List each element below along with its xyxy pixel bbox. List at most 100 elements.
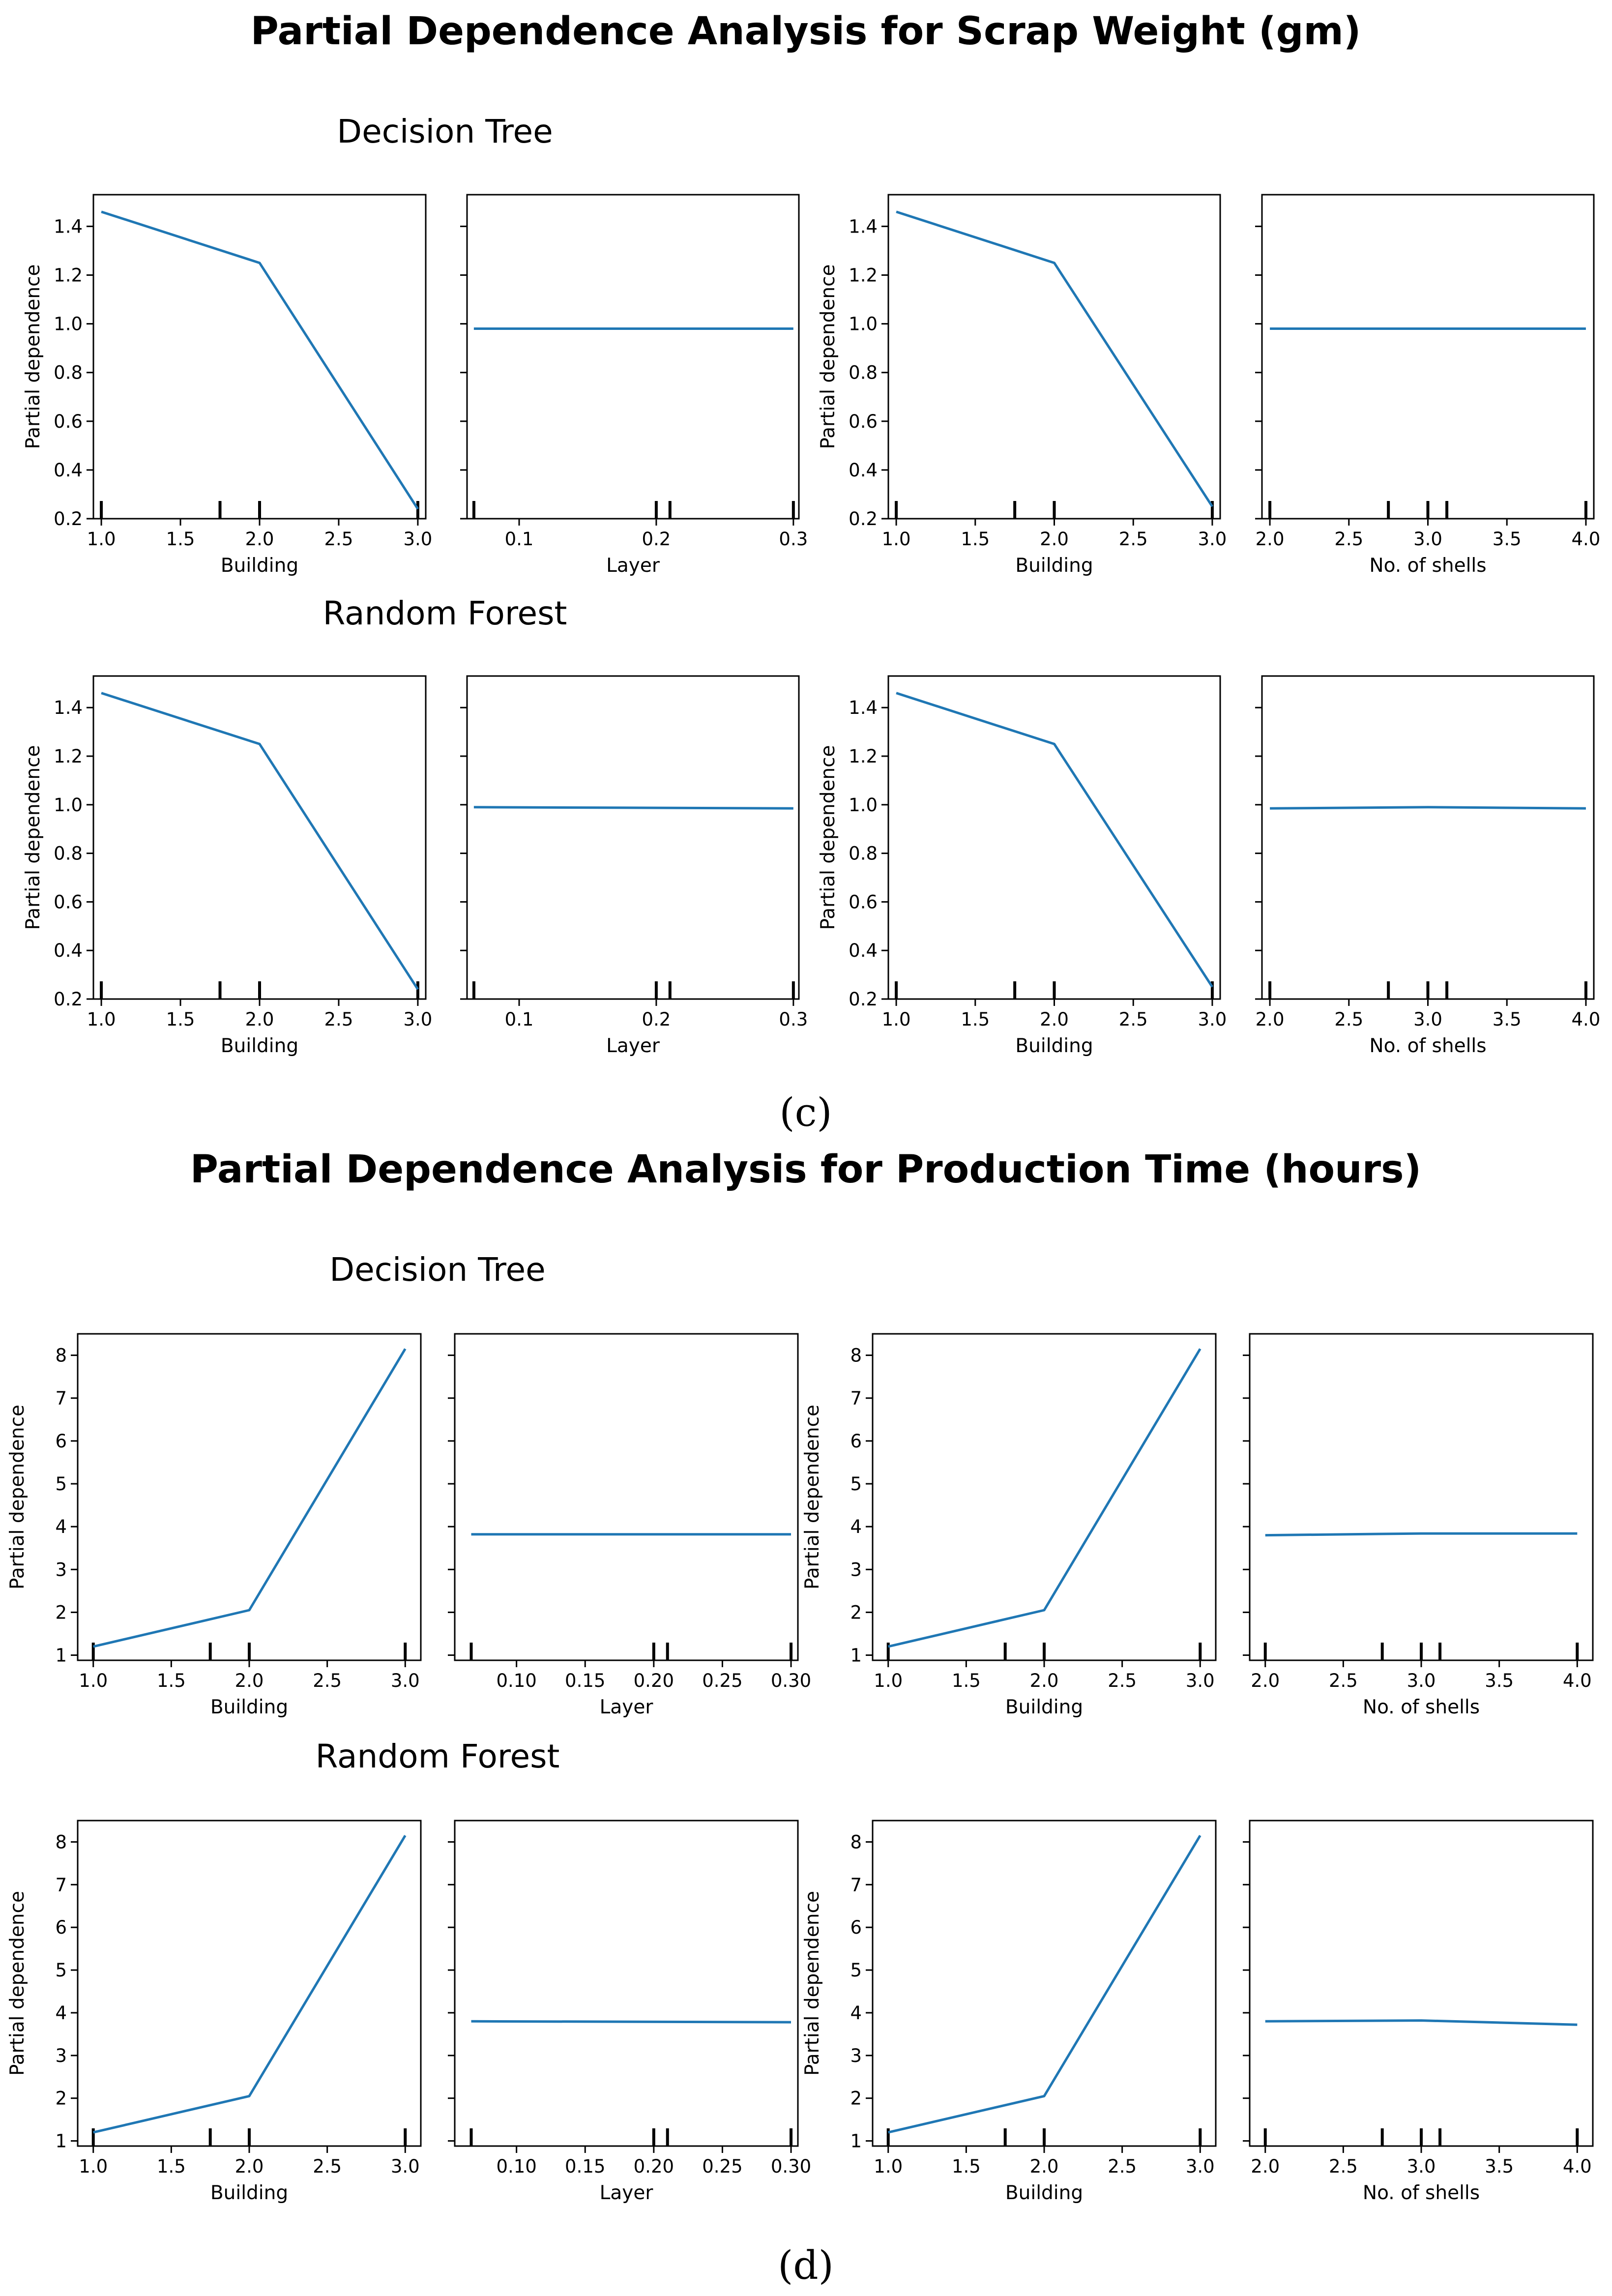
y-tick-label: 1.2 xyxy=(849,746,878,767)
y-tick-label: 0.6 xyxy=(849,891,878,913)
x-tick-label: 3.0 xyxy=(1198,529,1227,550)
y-tick-label: 0.8 xyxy=(54,843,83,864)
x-tick-label: 3.0 xyxy=(403,529,432,550)
x-tick-label: 2.0 xyxy=(1030,1670,1059,1691)
section-0: Partial Dependence Analysis for Scrap We… xyxy=(22,9,1600,1135)
y-axis-label: Partial dependence xyxy=(22,745,44,930)
x-tick-label: 3.0 xyxy=(1413,1009,1442,1030)
y-tick-label: 1 xyxy=(850,1645,862,1666)
axes-frame xyxy=(92,194,427,520)
y-tick-label: 3 xyxy=(55,1559,67,1580)
x-tick-label: 2.5 xyxy=(1108,2156,1137,2177)
y-tick-label: 0.4 xyxy=(849,460,878,481)
x-axis-label: No. of shells xyxy=(1369,555,1486,577)
section-caption: (d) xyxy=(778,2242,834,2288)
y-tick-label: 6 xyxy=(55,1431,67,1452)
x-tick-label: 2.0 xyxy=(1251,2156,1280,2177)
x-tick-label: 0.1 xyxy=(505,1009,534,1030)
x-tick-label: 0.10 xyxy=(496,1670,536,1691)
axes-frame xyxy=(466,194,800,520)
y-tick-label: 0.8 xyxy=(54,362,83,383)
x-tick-label: 1.5 xyxy=(961,529,990,550)
x-tick-label: 2.0 xyxy=(1256,529,1285,550)
x-tick-label: 2.5 xyxy=(1119,1009,1148,1030)
x-tick-label: 2.0 xyxy=(245,529,274,550)
x-tick-label: 2.0 xyxy=(1040,529,1069,550)
y-tick-label: 1.2 xyxy=(54,746,83,767)
x-axis-label: Building xyxy=(210,1696,288,1718)
pd-panel: 0.2 0.4 0.6 0.8 1.0 1.2 1.4 1.0 1.5 2.0 2.5 3.0 Buil… xyxy=(817,675,1227,1057)
y-tick-label: 1.0 xyxy=(54,795,83,816)
x-tick-label: 4.0 xyxy=(1572,529,1601,550)
x-tick-label: 1.0 xyxy=(882,529,911,550)
x-tick-label: 0.2 xyxy=(642,1009,671,1030)
y-tick-label: 1.4 xyxy=(54,216,83,237)
x-tick-label: 0.25 xyxy=(702,2156,742,2177)
model-group-0: Decision Tree 1 2 3 4 5 6 7 8 1.0 1.5 2.0 2.5 3.0 Buil… xyxy=(6,1251,1594,1718)
y-axis-label: Partial dependence xyxy=(6,1891,29,2076)
y-tick-label: 1.4 xyxy=(849,216,878,237)
model-group-1: Random Forest 0.2 0.4 0.6 0.8 1.0 1.2 1.4 1.0 1.5… xyxy=(22,594,1600,1057)
x-tick-label: 1.5 xyxy=(961,1009,990,1030)
x-tick-label: 0.3 xyxy=(779,1009,808,1030)
y-tick-label: 0.8 xyxy=(849,843,878,864)
x-tick-label: 2.5 xyxy=(1334,529,1363,550)
y-tick-label: 7 xyxy=(55,1874,67,1895)
x-tick-label: 1.0 xyxy=(87,1009,116,1030)
x-tick-label: 2.0 xyxy=(235,2156,264,2177)
y-tick-label: 1.0 xyxy=(54,314,83,335)
x-tick-label: 0.30 xyxy=(771,1670,811,1691)
x-tick-label: 2.5 xyxy=(324,529,353,550)
y-tick-label: 0.2 xyxy=(849,508,878,530)
x-tick-label: 2.0 xyxy=(1251,1670,1280,1691)
y-tick-label: 3 xyxy=(55,2045,67,2066)
section-title: Partial Dependence Analysis for Scrap We… xyxy=(251,9,1361,54)
pd-line xyxy=(101,692,419,990)
x-tick-label: 3.0 xyxy=(391,2156,420,2177)
x-tick-label: 1.5 xyxy=(157,1670,186,1691)
x-tick-label: 2.5 xyxy=(1119,529,1148,550)
x-tick-label: 3.5 xyxy=(1493,529,1522,550)
x-axis-label: No. of shells xyxy=(1363,1696,1480,1718)
x-tick-label: 2.5 xyxy=(1329,1670,1358,1691)
x-tick-label: 3.0 xyxy=(1198,1009,1227,1030)
x-tick-label: 3.0 xyxy=(1413,529,1442,550)
x-tick-label: 3.0 xyxy=(1186,2156,1215,2177)
x-axis-label: Layer xyxy=(600,2182,654,2204)
y-tick-label: 2 xyxy=(55,2088,67,2109)
pd-panel: 2.0 2.5 3.0 3.5 4.0 No. of shells xyxy=(1243,1820,1594,2204)
y-tick-label: 0.6 xyxy=(54,891,83,913)
axes-frame xyxy=(466,675,800,1000)
x-tick-label: 1.0 xyxy=(874,1670,903,1691)
x-tick-label: 0.10 xyxy=(496,2156,536,2177)
pd-panel: 1 2 3 4 5 6 7 8 1.0 1.5 2.0 2.5 3.0 Building Partial d… xyxy=(6,1333,422,1718)
section-1: Partial Dependence Analysis for Producti… xyxy=(6,1148,1594,2288)
axes-frame xyxy=(454,1333,799,1661)
x-axis-label: Building xyxy=(221,1035,298,1057)
pd-line xyxy=(473,806,793,810)
pd-line xyxy=(896,692,1213,988)
x-tick-label: 1.5 xyxy=(952,1670,981,1691)
x-tick-label: 1.5 xyxy=(157,2156,186,2177)
model-title: Random Forest xyxy=(323,594,567,632)
x-tick-label: 0.3 xyxy=(779,529,808,550)
x-tick-label: 1.5 xyxy=(166,1009,195,1030)
y-tick-label: 1.0 xyxy=(849,314,878,335)
x-tick-label: 1.0 xyxy=(79,2156,108,2177)
x-axis-label: Layer xyxy=(606,555,660,577)
pd-panel: 2.0 2.5 3.0 3.5 4.0 No. of shells xyxy=(1243,1333,1594,1718)
y-tick-label: 7 xyxy=(55,1388,67,1409)
pd-panel: 2.0 2.5 3.0 3.5 4.0 No. of shells xyxy=(1255,194,1601,577)
x-tick-label: 4.0 xyxy=(1572,1009,1601,1030)
x-axis-label: Building xyxy=(1015,555,1093,577)
model-title: Decision Tree xyxy=(337,113,553,150)
x-tick-label: 3.5 xyxy=(1485,1670,1514,1691)
x-tick-label: 4.0 xyxy=(1563,2156,1592,2177)
x-tick-label: 0.30 xyxy=(771,2156,811,2177)
axes-frame xyxy=(92,675,427,1000)
y-tick-label: 0.6 xyxy=(849,411,878,432)
y-tick-label: 0.2 xyxy=(54,989,83,1010)
section-title: Partial Dependence Analysis for Producti… xyxy=(190,1148,1421,1192)
y-tick-label: 8 xyxy=(55,1345,67,1366)
y-tick-label: 3 xyxy=(850,2045,862,2066)
